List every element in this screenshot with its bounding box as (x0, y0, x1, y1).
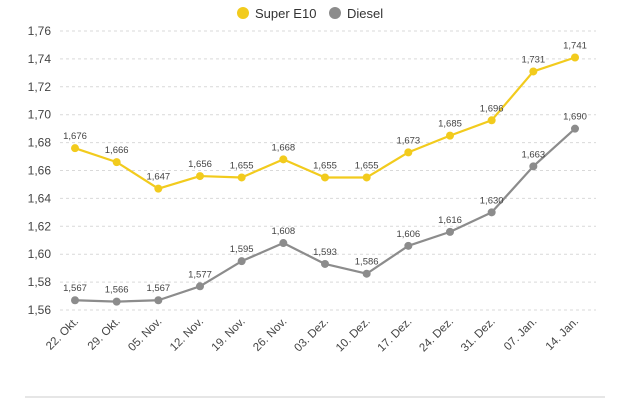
x-tick-label: 19. Nov. (210, 316, 248, 354)
data-label: 1,616 (438, 215, 462, 226)
x-tick-label: 10. Dez. (334, 316, 373, 355)
data-point (404, 241, 413, 250)
data-point (321, 173, 329, 182)
data-label: 1,731 (521, 54, 545, 65)
data-point (529, 162, 538, 171)
data-label: 1,673 (396, 135, 420, 146)
y-tick-label: 1,60 (28, 247, 52, 261)
y-tick-label: 1,66 (28, 164, 52, 178)
data-point (237, 173, 246, 182)
data-label: 1,685 (438, 119, 462, 130)
x-tick-label: 24. Dez. (417, 316, 456, 355)
data-point (446, 227, 454, 236)
y-tick-label: 1,76 (28, 24, 52, 38)
data-label: 1,741 (563, 41, 587, 52)
data-label: 1,655 (355, 160, 379, 171)
legend-label: Super E10 (255, 6, 316, 21)
x-tick-label: 17. Dez. (376, 316, 415, 355)
data-label: 1,676 (63, 131, 87, 142)
y-tick-label: 1,56 (28, 303, 52, 317)
data-label: 1,663 (521, 149, 545, 160)
series-line (74, 127, 576, 303)
x-tick-label: 12. Nov. (168, 316, 206, 354)
chart-legend: Super E10 Diesel (237, 6, 383, 21)
data-label: 1,586 (355, 257, 379, 268)
data-point (487, 208, 496, 217)
data-point (196, 172, 204, 181)
data-label: 1,690 (563, 112, 587, 123)
x-tick-label: 14. Jan. (544, 316, 581, 353)
x-tick-label: 05. Nov. (126, 316, 164, 354)
data-point (196, 282, 204, 291)
data-label: 1,696 (480, 103, 504, 114)
data-point (529, 67, 538, 76)
legend-marker (237, 7, 249, 19)
x-tick-label: 03. Dez. (292, 316, 331, 355)
data-point (279, 155, 288, 164)
data-point (362, 269, 371, 278)
legend-label: Diesel (347, 6, 383, 21)
data-point (362, 173, 371, 182)
data-label: 1,595 (230, 244, 254, 255)
series-super-e10: 1,676 1,666 1,647 1,656 1,655 1,668 1,655 1,655… (63, 41, 587, 193)
x-tick-label: 07. Jan. (502, 316, 539, 353)
chart-series: 1,676 1,666 1,647 1,656 1,655 1,668 1,655 1,655… (63, 41, 587, 306)
legend-marker (329, 7, 341, 19)
y-axis: 1,56 1,58 1,60 1,62 1,64 1,66 1,68 1,70 1,72 1,74… (28, 24, 52, 317)
y-tick-label: 1,58 (28, 275, 52, 289)
y-tick-label: 1,68 (28, 136, 52, 150)
data-point (571, 124, 579, 133)
series-diesel: 1,567 1,566 1,567 1,577 1,595 1,608 1,593 1,586… (63, 112, 587, 306)
data-point (321, 259, 329, 268)
data-label: 1,647 (146, 172, 170, 183)
data-label: 1,666 (105, 145, 129, 156)
x-tick-label: 26. Nov. (251, 316, 289, 354)
x-tick-label: 22. Okt. (44, 316, 81, 353)
y-tick-label: 1,74 (28, 52, 52, 66)
data-point (446, 131, 454, 140)
data-label: 1,655 (230, 160, 254, 171)
y-tick-label: 1,72 (28, 80, 52, 94)
data-label: 1,567 (63, 283, 87, 294)
data-point (112, 158, 121, 167)
y-tick-label: 1,64 (28, 191, 52, 205)
data-point (487, 116, 496, 125)
data-point (112, 297, 121, 306)
y-tick-label: 1,70 (28, 108, 52, 122)
x-tick-label: 31. Dez. (459, 316, 498, 355)
data-label: 1,606 (396, 229, 420, 240)
data-point (154, 184, 163, 193)
data-point (71, 144, 79, 153)
data-label: 1,567 (146, 283, 170, 294)
data-point (154, 296, 163, 305)
data-label: 1,630 (480, 195, 504, 206)
data-label: 1,577 (188, 269, 212, 280)
data-point (404, 148, 413, 157)
data-point (237, 257, 246, 266)
data-label: 1,668 (271, 142, 295, 153)
chart-grid (60, 30, 596, 311)
x-axis: 22. Okt. 29. Okt. 05. Nov. 12. Nov. 19. Nov.… (44, 316, 581, 355)
data-label: 1,593 (313, 247, 337, 258)
data-label: 1,655 (313, 160, 337, 171)
data-point (71, 296, 79, 305)
y-tick-label: 1,62 (28, 219, 52, 233)
data-label: 1,656 (188, 159, 212, 170)
data-point (279, 239, 288, 248)
x-tick-label: 29. Okt. (86, 316, 123, 353)
data-point (571, 53, 579, 62)
data-label: 1,608 (271, 226, 295, 237)
data-label: 1,566 (105, 285, 129, 296)
